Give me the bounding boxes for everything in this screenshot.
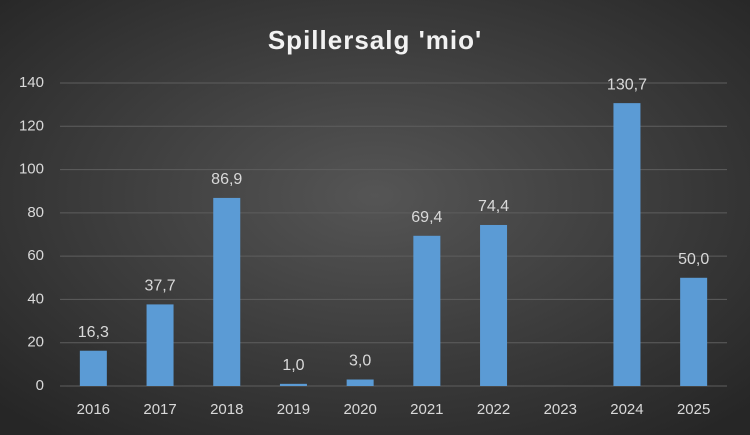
- x-tick-label: 2021: [410, 401, 443, 418]
- y-tick-label: 140: [19, 74, 44, 91]
- y-tick-label: 60: [27, 247, 44, 264]
- x-tick-label: 2020: [343, 401, 376, 418]
- y-tick-label: 20: [27, 334, 44, 351]
- bar: [613, 103, 641, 386]
- data-label: 50,0: [678, 251, 709, 268]
- x-tick-label: 2019: [277, 401, 310, 418]
- bar: [680, 277, 708, 386]
- x-tick-label: 2018: [210, 401, 243, 418]
- x-tick-label: 2017: [143, 401, 176, 418]
- data-label: 1,0: [282, 357, 304, 374]
- bar: [279, 383, 307, 386]
- chart-title: Spillersalg 'mio': [268, 25, 482, 55]
- bar: [413, 235, 441, 386]
- data-label: 37,7: [144, 278, 175, 295]
- y-tick-label: 0: [36, 377, 44, 394]
- bar: [146, 304, 174, 386]
- data-label: 74,4: [478, 198, 509, 215]
- x-tick-label: 2025: [677, 401, 710, 418]
- x-tick-label: 2024: [610, 401, 643, 418]
- data-label: 130,7: [607, 76, 647, 93]
- bar: [79, 350, 107, 386]
- data-label: 86,9: [211, 171, 242, 188]
- bar: [346, 379, 374, 386]
- bar: [480, 224, 508, 386]
- data-label: 16,3: [78, 324, 109, 341]
- data-label: 69,4: [411, 209, 442, 226]
- y-tick-label: 80: [27, 204, 44, 221]
- y-tick-label: 100: [19, 161, 44, 178]
- bar: [213, 197, 241, 386]
- x-tick-label: 2023: [544, 401, 577, 418]
- data-label: 3,0: [349, 353, 371, 370]
- x-tick-label: 2016: [77, 401, 110, 418]
- y-tick-label: 120: [19, 117, 44, 134]
- x-tick-label: 2022: [477, 401, 510, 418]
- y-tick-label: 40: [27, 290, 44, 307]
